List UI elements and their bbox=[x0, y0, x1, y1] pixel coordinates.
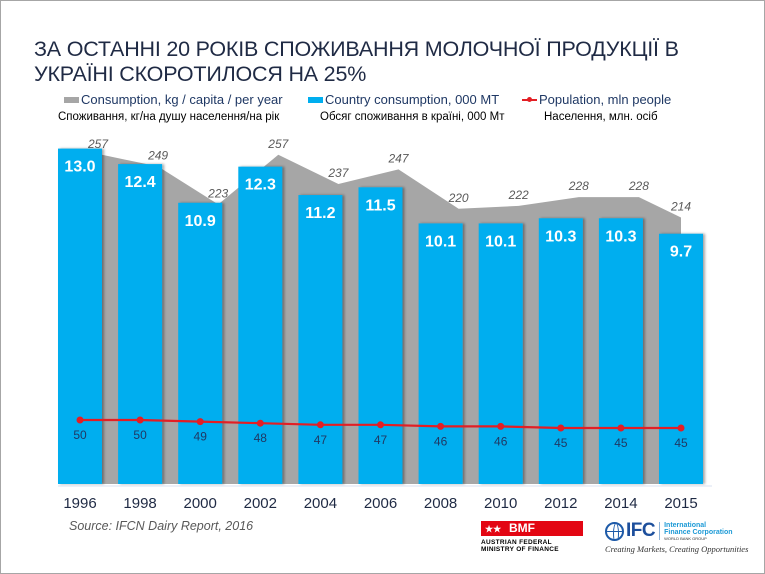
per-capita-value-label: 214 bbox=[670, 200, 691, 214]
globe-icon bbox=[605, 521, 624, 541]
bar-value-label: 10.1 bbox=[485, 233, 516, 250]
ifc-logo: IFC International Finance Corporation WO… bbox=[605, 520, 765, 554]
ifc-name-line1: International bbox=[664, 521, 707, 529]
per-capita-value-label: 228 bbox=[628, 179, 649, 193]
consumption-bar-2000 bbox=[178, 202, 223, 484]
population-point-2014 bbox=[617, 424, 625, 432]
consumption-bar-2006 bbox=[358, 187, 403, 485]
population-value-label: 45 bbox=[674, 436, 688, 450]
population-point-2002 bbox=[256, 419, 264, 427]
consumption-bar-2002 bbox=[238, 166, 283, 484]
x-tick-label: 2010 bbox=[484, 495, 517, 512]
per-capita-value-label: 237 bbox=[327, 166, 349, 180]
consumption-bar-2012 bbox=[538, 218, 583, 484]
bmf-logo-name: BMF bbox=[509, 521, 535, 535]
bmf-text-line2: MINISTRY OF FINANCE bbox=[481, 546, 559, 553]
consumption-bar-1996 bbox=[58, 148, 102, 484]
legend-sublabel: Споживання, кг/на душу населення/на рік bbox=[58, 111, 280, 123]
x-tick-label: 2002 bbox=[244, 495, 277, 512]
consumption-bar-2008 bbox=[418, 223, 463, 485]
population-value-label: 48 bbox=[254, 431, 268, 445]
ifc-name-line2: Finance Corporation bbox=[664, 528, 733, 536]
legend-label: Country consumption, 000 MT bbox=[325, 92, 500, 107]
per-capita-value-label: 247 bbox=[387, 151, 409, 165]
per-capita-value-label: 257 bbox=[87, 137, 109, 151]
population-point-2006 bbox=[377, 421, 384, 429]
x-tick-label: 2000 bbox=[184, 495, 217, 512]
bmf-text-line1: AUSTRIAN FEDERAL bbox=[481, 539, 552, 546]
per-capita-value-label: 249 bbox=[147, 148, 168, 162]
population-point-2000 bbox=[196, 418, 204, 426]
per-capita-value-label: 257 bbox=[267, 137, 289, 151]
population-value-label: 46 bbox=[434, 434, 448, 448]
population-value-label: 47 bbox=[314, 433, 328, 447]
per-capita-value-label: 228 bbox=[568, 179, 589, 193]
ifc-logo-name: IFC bbox=[626, 520, 656, 541]
legend-item-population: Population, mln people bbox=[522, 92, 671, 107]
population-value-label: 47 bbox=[374, 433, 388, 447]
bar-value-label: 10.3 bbox=[605, 228, 636, 245]
x-tick-label: 2014 bbox=[604, 495, 637, 512]
ifc-tagline: Creating Markets, Creating Opportunities bbox=[605, 544, 749, 554]
x-tick-label: 2008 bbox=[424, 495, 457, 512]
x-tick-label: 1998 bbox=[123, 495, 156, 512]
population-point-2008 bbox=[437, 422, 445, 430]
legend-label: Consumption, kg / capita / per year bbox=[81, 92, 283, 107]
bar-value-label: 11.2 bbox=[305, 205, 335, 222]
per-capita-value-label: 222 bbox=[508, 188, 529, 202]
bar-value-label: 13.0 bbox=[64, 159, 95, 176]
legend-item-country-consumption: Country consumption, 000 MT bbox=[308, 92, 499, 107]
population-value-label: 50 bbox=[133, 428, 147, 442]
source-note: Source: IFCN Dairy Report, 2016 bbox=[69, 519, 254, 533]
consumption-bar-2015 bbox=[659, 233, 703, 484]
bar-value-label: 10.9 bbox=[185, 213, 216, 230]
per-capita-value-label: 220 bbox=[448, 191, 469, 205]
population-value-label: 45 bbox=[614, 436, 628, 450]
population-point-2012 bbox=[557, 424, 565, 432]
population-point-2010 bbox=[497, 422, 505, 430]
legend-item-consumption-per-capita: Consumption, kg / capita / per year bbox=[64, 92, 283, 107]
consumption-bar-2010 bbox=[478, 223, 523, 485]
consumption-bar-2014 bbox=[598, 218, 643, 484]
population-point-2004 bbox=[316, 421, 324, 429]
blue-bar-swatch-icon bbox=[308, 96, 323, 103]
red-line-marker-swatch-icon bbox=[522, 96, 537, 102]
bmf-logo: ★★ BMF AUSTRIAN FEDERAL MINISTRY OF FINAN… bbox=[481, 521, 583, 553]
population-value-label: 50 bbox=[73, 428, 87, 442]
population-value-label: 49 bbox=[194, 430, 208, 444]
per-capita-value-label: 223 bbox=[207, 186, 228, 200]
legend-sublabel: Населення, млн. осіб bbox=[544, 111, 658, 123]
x-tick-label: 2012 bbox=[544, 495, 577, 512]
bar-value-label: 10.3 bbox=[545, 228, 576, 245]
bar-value-label: 9.7 bbox=[670, 244, 692, 261]
population-point-1998 bbox=[136, 416, 144, 424]
legend-sublabel: Обсяг споживання в країні, 000 Мт bbox=[320, 111, 505, 123]
consumption-bar-1998 bbox=[118, 164, 163, 484]
population-point-2015 bbox=[677, 424, 685, 432]
x-tick-label: 2006 bbox=[364, 495, 397, 512]
bar-value-label: 11.5 bbox=[365, 197, 395, 214]
legend-label: Population, mln people bbox=[539, 92, 672, 107]
ifc-name-line3: WORLD BANK GROUP bbox=[664, 535, 707, 541]
logo-separator bbox=[659, 522, 661, 540]
bar-value-label: 12.3 bbox=[245, 177, 276, 194]
x-tick-label: 1996 bbox=[63, 495, 96, 512]
eagle-icon: ★★ bbox=[485, 524, 502, 534]
slide-title: ЗА ОСТАННІ 20 РОКІВ СПОЖИВАННЯ МОЛОЧНОЇ … bbox=[34, 37, 679, 86]
consumption-bar-2004 bbox=[298, 195, 343, 485]
x-tick-label: 2015 bbox=[664, 495, 697, 512]
gray-area-swatch-icon bbox=[64, 96, 79, 103]
population-value-label: 45 bbox=[554, 436, 568, 450]
bar-value-label: 12.4 bbox=[125, 174, 156, 191]
x-tick-label: 2004 bbox=[304, 495, 337, 512]
bar-value-label: 10.1 bbox=[425, 233, 456, 250]
population-value-label: 46 bbox=[494, 434, 508, 448]
population-point-1996 bbox=[76, 416, 84, 424]
